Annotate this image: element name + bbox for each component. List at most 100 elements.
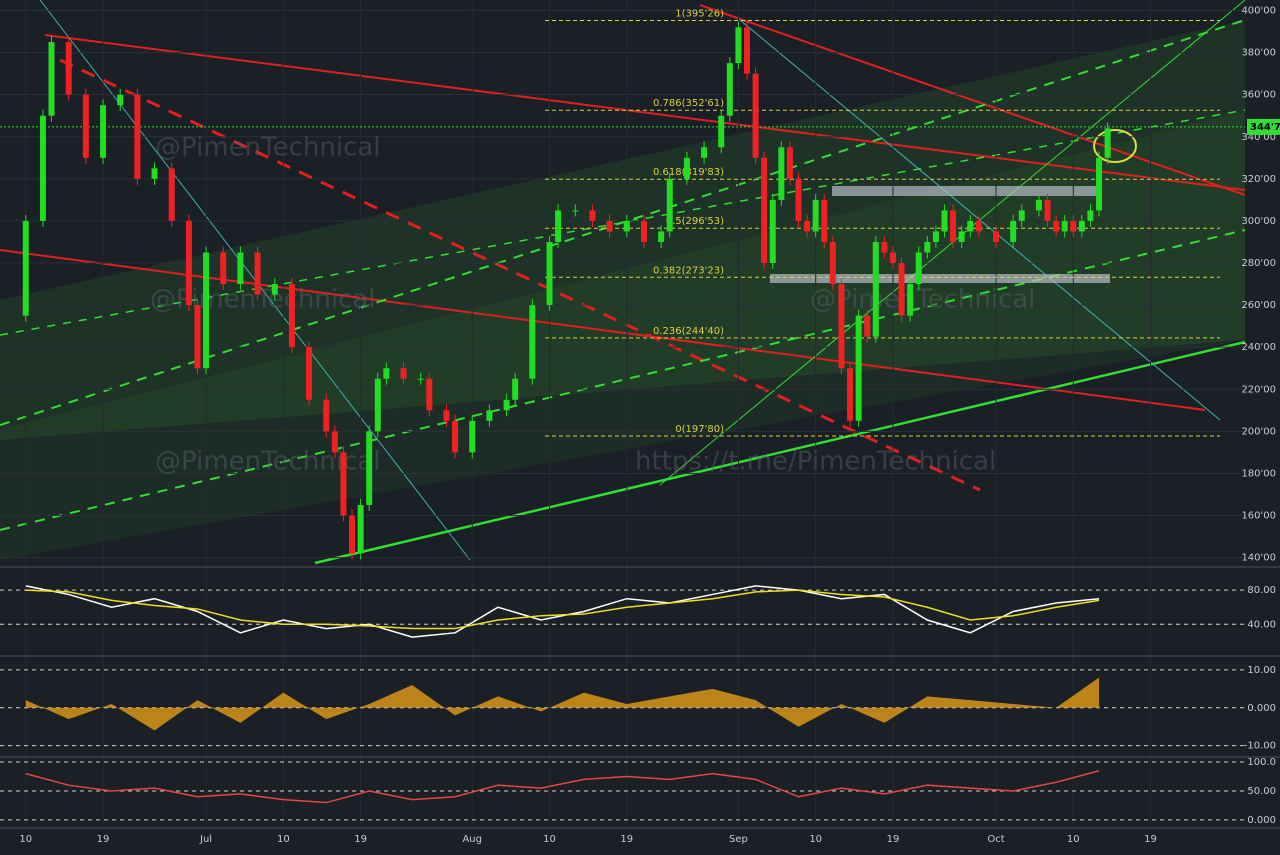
candle xyxy=(366,431,373,505)
candle xyxy=(271,284,278,295)
x-tick-label: 19 xyxy=(354,834,367,845)
candle xyxy=(237,252,244,285)
candle xyxy=(589,210,596,221)
candle xyxy=(761,157,768,264)
candle xyxy=(1061,220,1068,232)
y-tick-label: 300'00 xyxy=(1241,216,1276,227)
y-tick-label: 320'00 xyxy=(1241,174,1276,185)
candle xyxy=(400,368,407,379)
candle xyxy=(795,178,802,221)
y-tick-label: -10.00 xyxy=(1244,741,1276,752)
candle xyxy=(134,94,141,179)
candle xyxy=(194,305,201,369)
x-tick-label: 10 xyxy=(1067,834,1080,845)
candle xyxy=(640,220,647,242)
candle xyxy=(357,504,364,554)
candle xyxy=(546,241,553,306)
watermark: @PimenTechnical xyxy=(810,285,1036,315)
candle xyxy=(666,178,673,232)
x-tick-label: 19 xyxy=(887,834,900,845)
channel xyxy=(0,110,1245,560)
candle xyxy=(907,284,914,316)
candle xyxy=(1010,220,1017,242)
y-tick-label: 220'00 xyxy=(1241,384,1276,395)
y-tick-label: 160'00 xyxy=(1241,511,1276,522)
candle xyxy=(203,252,210,369)
x-tick-label: 10 xyxy=(809,834,822,845)
zone xyxy=(770,274,1110,283)
candle xyxy=(915,252,922,285)
candle xyxy=(838,284,845,369)
candle xyxy=(555,210,562,242)
candle xyxy=(898,263,905,316)
price-badge xyxy=(1247,118,1280,135)
candle xyxy=(572,210,579,212)
candle xyxy=(769,199,776,264)
watermark: https://t.me/PimenTechnical xyxy=(635,447,996,477)
candle xyxy=(1053,220,1060,232)
y-tick-label: 40.00 xyxy=(1247,619,1276,630)
candle xyxy=(1087,210,1094,221)
candle xyxy=(374,378,381,432)
x-tick-label: Jul xyxy=(199,834,212,845)
candle xyxy=(349,515,356,554)
trend-line xyxy=(739,19,1221,421)
candle xyxy=(331,431,338,453)
candle xyxy=(486,410,493,421)
trend-line xyxy=(314,340,1246,565)
candle xyxy=(151,168,158,179)
candle xyxy=(889,252,896,264)
candle xyxy=(726,63,733,116)
fib-label: 0.5(296'53) xyxy=(666,216,724,227)
candle xyxy=(683,157,690,179)
candle xyxy=(383,368,390,379)
y-tick-label: 380'00 xyxy=(1241,48,1276,59)
watermark: @PimenTechnical xyxy=(150,285,376,315)
candle xyxy=(168,168,175,221)
candle xyxy=(340,452,347,516)
x-tick-label: Sep xyxy=(729,834,748,845)
candle xyxy=(786,147,793,179)
candle xyxy=(1018,210,1025,221)
candle xyxy=(1078,220,1085,232)
y-tick-label: 180'00 xyxy=(1241,468,1276,479)
candle xyxy=(1096,157,1103,211)
candle xyxy=(812,199,819,232)
candle xyxy=(1035,199,1042,211)
candle xyxy=(881,241,888,253)
area xyxy=(25,677,1100,731)
y-tick-label: 200'00 xyxy=(1241,426,1276,437)
trend-line xyxy=(0,249,1206,411)
fib-label: 0(197'80) xyxy=(675,424,724,435)
y-tick-label: 10.00 xyxy=(1247,665,1276,676)
fib-label: 0.236(244'40) xyxy=(653,326,724,337)
candle xyxy=(950,210,957,242)
candle xyxy=(752,73,759,158)
candle xyxy=(503,399,510,411)
candle xyxy=(323,399,330,432)
y-tick-label: 360'00 xyxy=(1241,90,1276,101)
candle xyxy=(469,420,476,453)
indicator-line xyxy=(25,589,1100,630)
watermark: @PimenTechnical xyxy=(155,447,381,477)
y-tick-label: 260'00 xyxy=(1241,300,1276,311)
candle xyxy=(512,378,519,400)
candle xyxy=(744,27,750,74)
trend-line xyxy=(59,58,981,492)
fib-label: 1(395'26) xyxy=(675,8,724,19)
candle xyxy=(993,231,999,242)
fib-label: 0.786(352'61) xyxy=(653,98,724,109)
candle xyxy=(100,105,107,158)
candle xyxy=(658,231,665,242)
candle xyxy=(958,231,965,242)
y-tick-label: 400'00 xyxy=(1241,6,1276,17)
y-tick-label: 50.00 xyxy=(1247,786,1276,797)
candle xyxy=(872,241,879,337)
x-tick-label: 10 xyxy=(543,834,556,845)
candle xyxy=(829,241,836,285)
y-tick-label: 140'00 xyxy=(1241,553,1276,564)
y-tick-label: 0.000 xyxy=(1247,703,1276,714)
candle xyxy=(65,42,72,95)
candle xyxy=(821,199,828,242)
